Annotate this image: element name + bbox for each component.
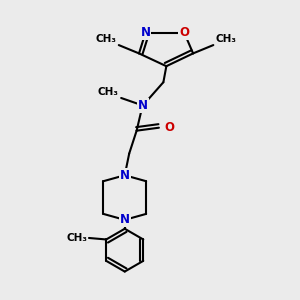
Text: N: N [140, 26, 151, 39]
Text: CH₃: CH₃ [66, 233, 87, 243]
Text: O: O [164, 121, 174, 134]
Text: N: N [120, 213, 130, 226]
Text: CH₃: CH₃ [95, 34, 116, 44]
Text: CH₃: CH₃ [98, 87, 119, 97]
Text: N: N [120, 169, 130, 182]
Text: CH₃: CH₃ [216, 34, 237, 44]
Text: N: N [138, 99, 148, 112]
Text: O: O [179, 26, 189, 39]
